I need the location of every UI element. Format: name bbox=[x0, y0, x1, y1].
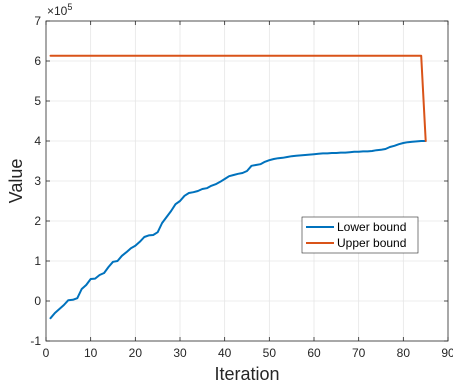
x-tick-label: 90 bbox=[441, 346, 453, 360]
x-tick-label: 20 bbox=[129, 346, 143, 360]
y-exponent: ×105 bbox=[47, 2, 72, 18]
x-tick-label: 0 bbox=[43, 346, 50, 360]
y-exponent-base: ×10 bbox=[47, 4, 68, 18]
x-tick-label: 50 bbox=[263, 346, 277, 360]
series-layer bbox=[49, 54, 427, 320]
y-exponent-power: 5 bbox=[67, 2, 72, 12]
y-tick-label: 7 bbox=[34, 14, 41, 28]
x-tick-label: 10 bbox=[84, 346, 98, 360]
x-tick-label: 40 bbox=[218, 346, 232, 360]
y-tick-label: 6 bbox=[34, 54, 41, 68]
y-axis-label: Value bbox=[6, 159, 26, 204]
y-tick-label: -1 bbox=[30, 334, 41, 348]
y-tick-label: 4 bbox=[34, 134, 41, 148]
legend-box bbox=[301, 216, 419, 254]
axis-ticks bbox=[45, 20, 449, 342]
series-line-lower-bound bbox=[49, 140, 427, 320]
legend-label-lower-bound: Lower bound bbox=[337, 220, 406, 234]
legend: Lower bound Upper bound bbox=[301, 216, 419, 254]
y-tick-labels: -1 0 1 2 3 4 5 6 7 bbox=[30, 14, 41, 348]
x-tick-labels: 0 10 20 30 40 50 60 70 80 90 bbox=[43, 346, 453, 360]
y-tick-label: 0 bbox=[34, 294, 41, 308]
x-tick-label: 30 bbox=[173, 346, 187, 360]
legend-label-upper-bound: Upper bound bbox=[337, 236, 406, 250]
y-tick-label: 2 bbox=[34, 214, 41, 228]
series-line-upper-bound bbox=[49, 54, 427, 142]
x-axis-label: Iteration bbox=[214, 364, 279, 384]
y-tick-label: 3 bbox=[34, 174, 41, 188]
x-tick-label: 60 bbox=[307, 346, 321, 360]
x-tick-label: 70 bbox=[352, 346, 366, 360]
y-tick-label: 5 bbox=[34, 94, 41, 108]
y-tick-label: 1 bbox=[34, 254, 41, 268]
x-tick-label: 80 bbox=[397, 346, 411, 360]
